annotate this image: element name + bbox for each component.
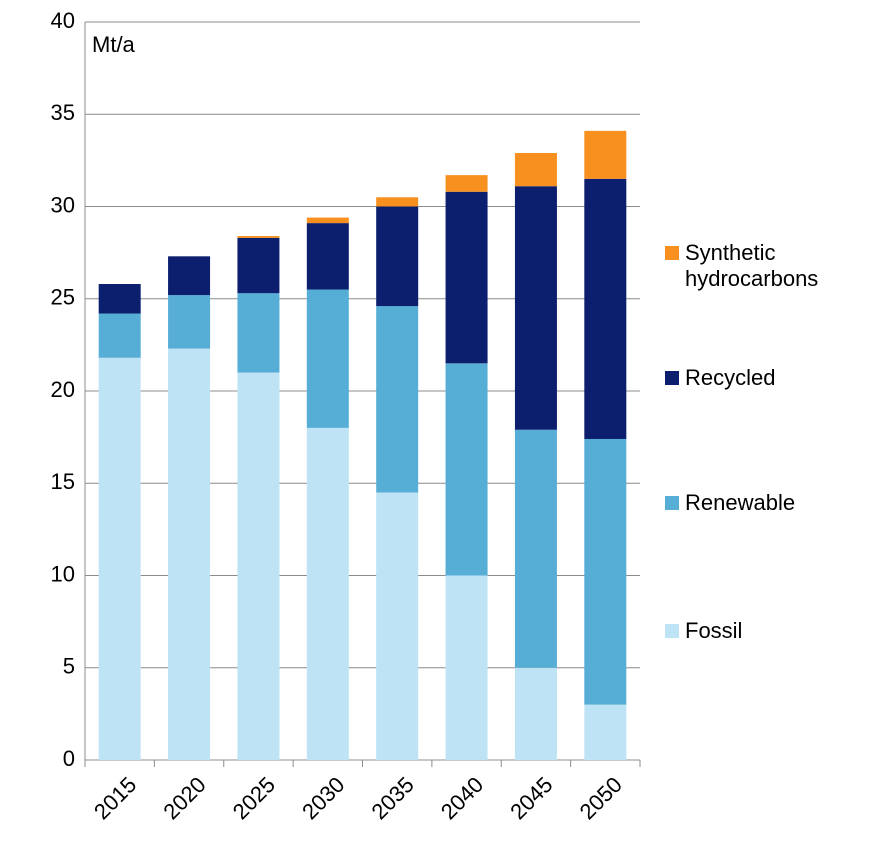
bar-segment: [376, 306, 419, 493]
bar-segment: [584, 438, 627, 705]
x-tick-label: 2030: [297, 772, 349, 824]
x-tick-label: 2015: [89, 772, 141, 824]
bar-segment: [237, 236, 280, 238]
bar-segment: [514, 186, 557, 430]
legend-swatch: [665, 246, 679, 260]
bar-segment: [376, 492, 419, 760]
legend-label: Synthetic hydrocarbons: [685, 240, 819, 291]
y-tick-label: 30: [51, 192, 75, 217]
bar-segment: [514, 429, 557, 668]
bar-segment: [98, 283, 141, 314]
x-tick-label: 2035: [367, 772, 419, 824]
bar-segment: [445, 363, 488, 576]
y-tick-label: 10: [51, 561, 75, 586]
bar-segment: [306, 217, 349, 224]
y-tick-label: 35: [51, 100, 75, 125]
y-tick-label: 20: [51, 377, 75, 402]
x-tick-label: 2045: [505, 772, 557, 824]
x-tick-label: 2020: [158, 772, 210, 824]
legend-label: Renewable: [685, 490, 796, 515]
y-tick-label: 15: [51, 469, 75, 494]
legend-swatch: [665, 624, 679, 638]
bar-segment: [306, 223, 349, 290]
bar-segment: [376, 197, 419, 207]
bar-segment: [514, 152, 557, 187]
bar-segment: [306, 427, 349, 760]
bar-segment: [98, 357, 141, 760]
bar-segment: [168, 348, 211, 760]
bar-segment: [584, 130, 627, 179]
bar-segment: [237, 237, 280, 294]
x-tick-label: 2040: [436, 772, 488, 824]
bar-segment: [445, 191, 488, 364]
legend-swatch: [665, 371, 679, 385]
bar-segment: [168, 256, 211, 296]
bar-segment: [514, 667, 557, 760]
bar-segment: [376, 206, 419, 307]
legend-swatch: [665, 496, 679, 510]
bar-segment: [98, 313, 141, 358]
bar-segment: [237, 372, 280, 760]
bar-segment: [584, 704, 627, 760]
y-tick-label: 25: [51, 285, 75, 310]
legend-label: Fossil: [685, 618, 743, 643]
bar-segment: [306, 289, 349, 428]
x-tick-label: 2050: [575, 772, 627, 824]
y-tick-label: 5: [63, 654, 75, 679]
legend-label: Recycled: [685, 365, 776, 390]
bar-segment: [237, 293, 280, 373]
bar-segment: [445, 575, 488, 760]
bar-segment: [584, 178, 627, 439]
bar-segment: [445, 175, 488, 192]
bar-segment: [168, 295, 211, 349]
x-tick-label: 2025: [228, 772, 280, 824]
y-axis-label: Mt/a: [92, 32, 136, 57]
y-tick-label: 0: [63, 746, 75, 771]
y-tick-label: 40: [51, 8, 75, 33]
